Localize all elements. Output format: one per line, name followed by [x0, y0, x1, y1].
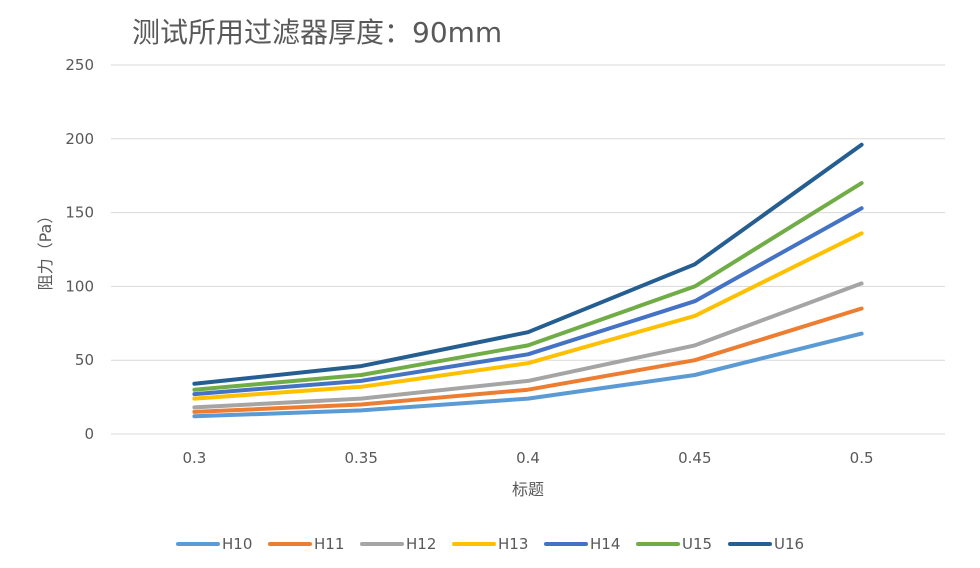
series-line-h11	[192, 306, 864, 414]
y-tick-label: 50	[75, 351, 94, 369]
y-axis-label: 阻力（Pa）	[36, 208, 55, 291]
legend-label: H11	[314, 535, 344, 553]
y-tick-label: 250	[65, 56, 94, 74]
legend-item-u15: U15	[636, 535, 712, 553]
series-line-u16	[192, 142, 864, 386]
x-tick-label: 0.35	[344, 449, 377, 467]
y-axis-ticks: 0 50 100 150 200 250	[65, 56, 94, 443]
series-line-h12	[192, 281, 864, 410]
series-line-h10	[192, 331, 864, 419]
x-axis-label: 标题	[512, 480, 544, 499]
y-tick-label: 200	[65, 130, 94, 148]
series-line-h14	[192, 206, 864, 397]
legend-label: H10	[222, 535, 252, 553]
legend-label: H14	[590, 535, 620, 553]
series-lines	[192, 142, 864, 419]
legend-item-h12: H12	[360, 535, 436, 553]
x-tick-label: 0.5	[850, 449, 874, 467]
legend-label: H12	[406, 535, 436, 553]
x-tick-label: 0.4	[516, 449, 540, 467]
gridlines	[111, 64, 945, 435]
x-tick-label: 0.3	[182, 449, 206, 467]
legend-item-u16: U16	[728, 535, 804, 553]
y-tick-label: 150	[65, 204, 94, 222]
y-tick-label: 0	[84, 425, 94, 443]
legend-item-h13: H13	[452, 535, 528, 553]
legend-label: U16	[774, 535, 804, 553]
x-tick-label: 0.45	[678, 449, 711, 467]
legend-item-h11: H11	[268, 535, 344, 553]
legend-item-h10: H10	[176, 535, 252, 553]
x-axis-ticks: 0.3 0.35 0.4 0.45 0.5	[182, 449, 873, 467]
legend-item-h14: H14	[544, 535, 620, 553]
legend-label: H13	[498, 535, 528, 553]
legend-label: U15	[682, 535, 712, 553]
chart-title: 测试所用过滤器厚度：90mm	[132, 16, 502, 49]
legend: H10 H11 H12 H13 H14 U15 U16	[176, 535, 804, 553]
y-tick-label: 100	[65, 277, 94, 295]
series-line-h13	[192, 231, 864, 401]
series-line-u15	[192, 181, 864, 392]
